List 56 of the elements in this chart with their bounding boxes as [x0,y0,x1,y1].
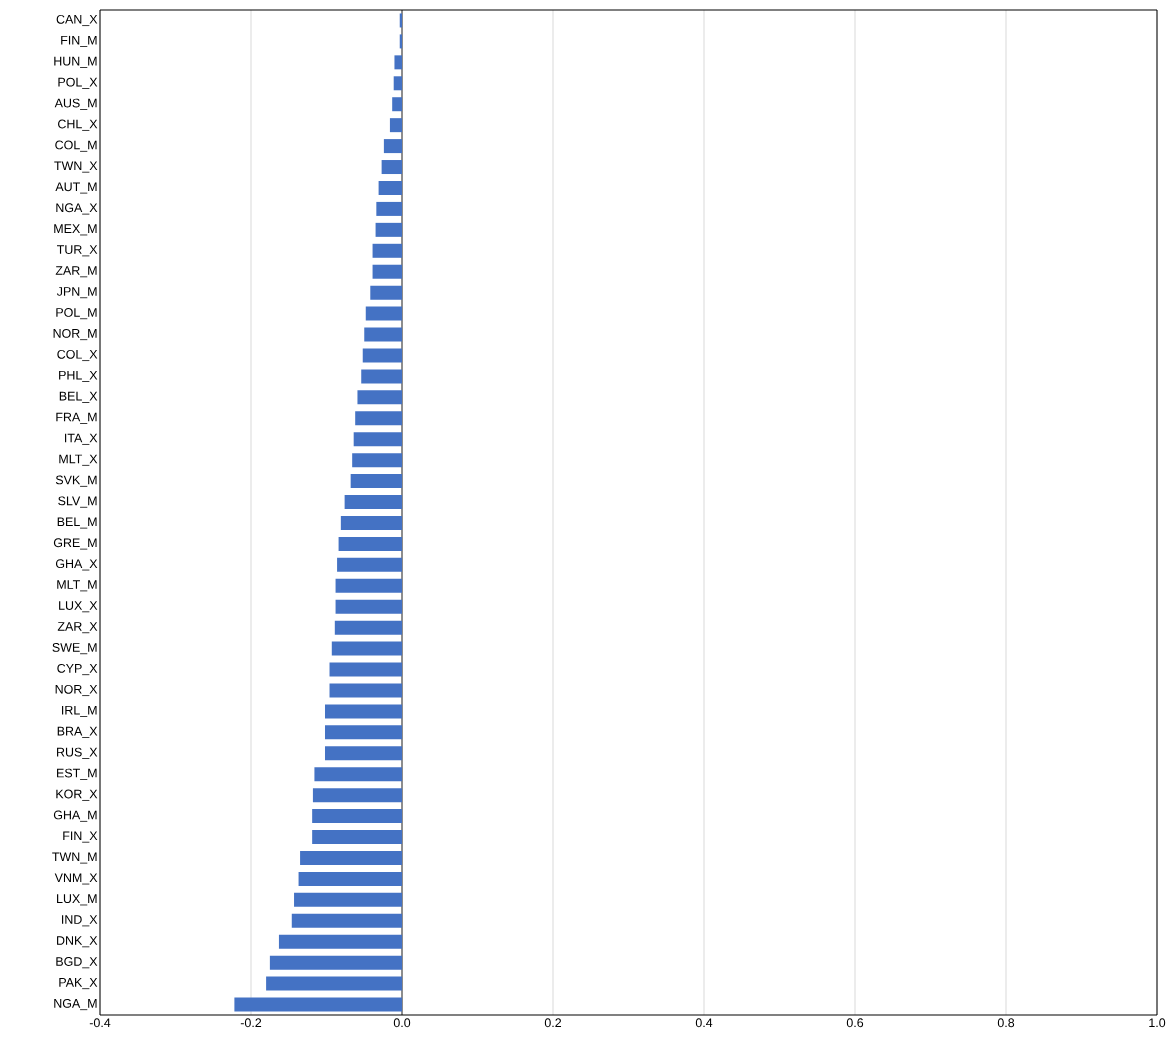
y-tick-label: NOR_X [55,684,98,697]
y-tick-label: COL_M [55,140,97,152]
y-tick-label: CAN_X [56,14,98,27]
y-tick-label: BEL_X [59,391,98,403]
y-tick-label: AUT_M [55,182,97,194]
y-tick-label: PAK_X [59,978,98,990]
y-tick-label: TWN_M [52,852,97,864]
y-tick-label: BGD_X [56,957,98,969]
x-tick-label: 1.0 [1149,1018,1166,1028]
y-tick-label: POL_X [58,77,98,89]
y-tick-label: MLT_M [57,580,97,592]
y-tick-label: SWE_M [52,643,97,655]
y-tick-label: SVK_M [55,475,97,487]
y-tick-label: FIN_M [61,35,97,47]
y-tick-label: LUX_X [59,601,98,613]
y-tick-label: POL_M [56,308,97,320]
y-tick-label: NOR_M [53,328,97,341]
y-tick-label: AUS_M [54,98,97,110]
y-tick-label: SLV_M [58,496,97,508]
x-tick-label: -0.4 [89,1018,111,1028]
y-tick-label: TUR_X [57,245,98,257]
y-tick-label: LUX_M [57,894,97,906]
y-tick-label: CYP_X [57,663,98,676]
y-tick-label: ZAR_M [55,266,97,278]
y-tick-label: MEX_M [54,224,97,236]
y-tick-label: GHA_X [55,559,98,571]
y-tick-label: COL_X [57,349,98,362]
y-tick-label: ZAR_X [57,622,98,634]
y-tick-label: RUS_X [57,747,98,759]
y-tick-label: FRA_M [56,412,97,424]
x-tick-label: 0.6 [846,1018,864,1028]
x-tick-label: 0.4 [695,1018,713,1028]
y-tick-label: DNK_X [57,936,98,948]
y-tick-label: IND_X [62,915,98,927]
y-tick-label: NGA_M [54,998,97,1011]
y-tick-label: EST_M [57,768,97,780]
y-tick-label: ITA_X [65,433,98,445]
y-tick-label: TWN_X [54,161,98,173]
y-tick-label: GRE_M [53,538,97,550]
y-tick-label: IRL_M [62,705,97,717]
x-tick-label: 0.0 [393,1018,411,1028]
y-tick-label: GHA_M [53,810,97,822]
x-tick-label: 0.8 [997,1018,1015,1028]
y-tick-label: FIN_X [63,831,98,843]
y-tick-label: KOR_X [56,789,98,801]
y-tick-label: VNM_X [54,873,98,885]
x-tick-label: 0.2 [544,1018,562,1028]
y-tick-label: JPN_M [56,287,97,299]
x-tick-label: -0.2 [240,1018,262,1028]
y-tick-label: PHL_X [59,370,98,382]
y-tick-label: CHL_X [58,119,98,131]
y-tick-label: MLT_X [59,454,98,466]
y-tick-label: BEL_M [57,517,97,529]
y-tick-label: NGA_X [56,203,98,215]
y-tick-label: BRA_X [57,726,98,738]
y-tick-label: HUN_M [54,56,97,68]
